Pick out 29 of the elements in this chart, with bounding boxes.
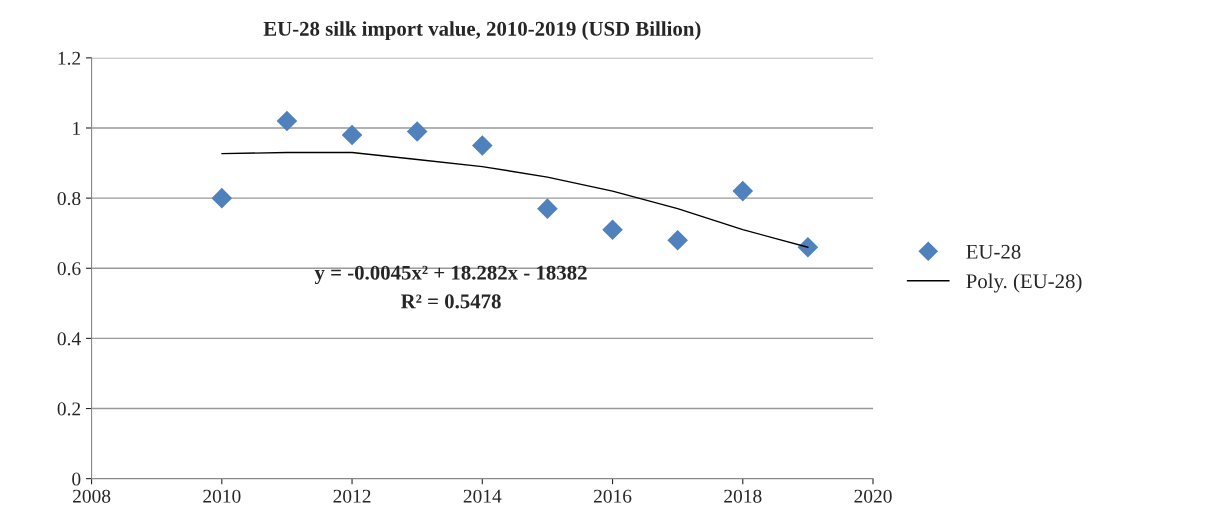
x-tick-label: 2016: [593, 489, 632, 503]
y-tick-label: 1.2: [58, 51, 81, 65]
annotation: R² = 0.5478: [400, 294, 501, 309]
point: [797, 236, 819, 258]
legend-label: EU-28: [966, 244, 1021, 259]
x-tick-label: 2010: [203, 489, 241, 503]
point: [732, 180, 754, 202]
point: [211, 187, 233, 209]
point: [602, 219, 623, 240]
y-tick-label: 0: [72, 472, 81, 486]
point: [471, 135, 493, 156]
y-tick-label: 0.8: [57, 191, 81, 206]
y-tick-label: 0.2: [57, 402, 81, 416]
point: [341, 124, 363, 146]
legend-label: Poly. (EU-28): [966, 273, 1082, 293]
point: [667, 229, 688, 251]
y-tick-label: 1: [73, 121, 80, 135]
y-tick-label: 0.6: [57, 262, 81, 276]
x-tick-label: 2012: [333, 489, 371, 503]
x-tick-label: 2008: [72, 489, 111, 503]
point: [537, 198, 558, 219]
chart-title: EU-28 silk import value, 2010-2019 (USD Billion): [263, 21, 701, 41]
point: [406, 121, 428, 142]
annotation: y = -0.0045x² + 18.282x - 18382: [314, 265, 587, 285]
point: [276, 110, 298, 132]
y-tick-label: 0.4: [57, 332, 81, 346]
x-tick-label: 2014: [463, 489, 502, 503]
x-tick-label: 2020: [854, 489, 892, 503]
x-tick-label: 2018: [724, 489, 762, 503]
